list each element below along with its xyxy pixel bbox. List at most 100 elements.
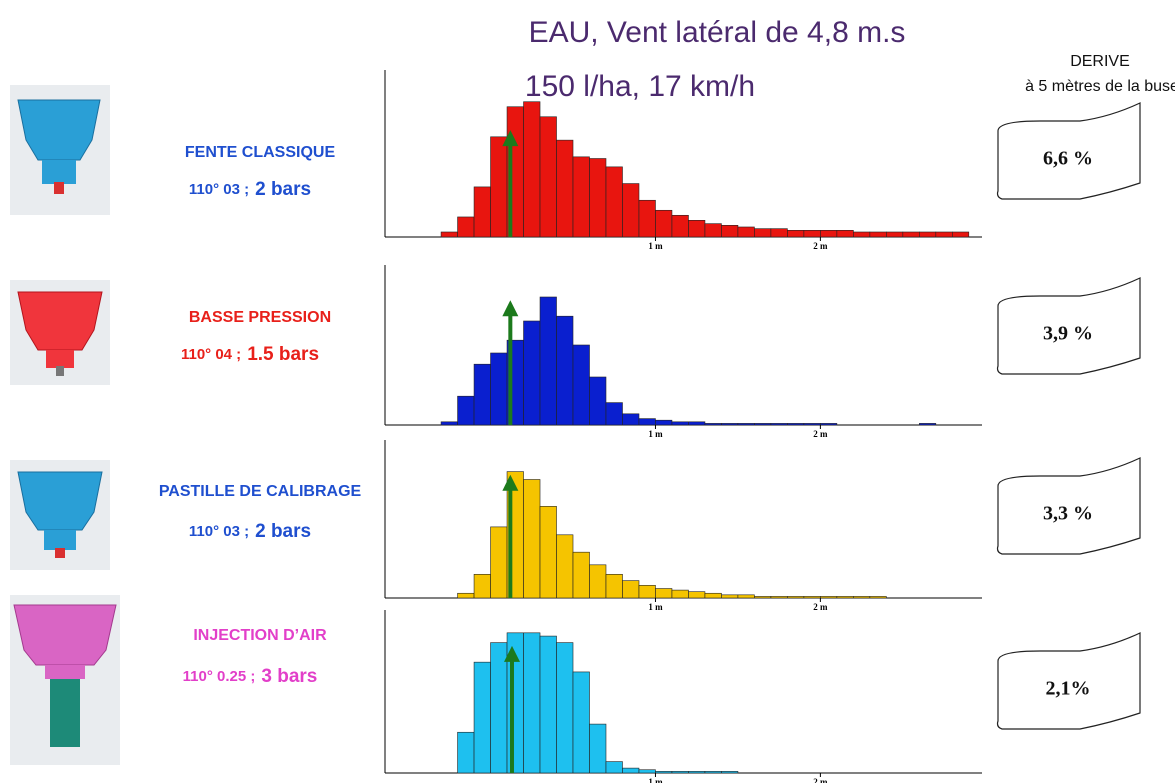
bar [523, 320, 541, 426]
bar [919, 423, 937, 426]
bar [457, 731, 475, 774]
bar [754, 423, 772, 426]
bar [886, 231, 904, 238]
bar [473, 573, 491, 599]
bar [622, 413, 640, 426]
bar [721, 423, 739, 426]
arrow-head [502, 300, 519, 317]
bar [820, 596, 838, 599]
bar [523, 101, 541, 238]
drift-scroll [996, 457, 1141, 555]
drift-value: 3,3 % [1043, 503, 1093, 525]
bar [671, 214, 689, 238]
bar [473, 186, 491, 238]
bar [754, 228, 772, 238]
spec: 110° 03 ; [189, 181, 249, 198]
bar [869, 596, 887, 599]
bar [688, 771, 706, 774]
bar [556, 534, 574, 599]
spec: 110° 04 ; [181, 346, 241, 363]
drift-header: à 5 mètres de la buse [1025, 78, 1175, 95]
bar [671, 589, 689, 599]
bar [473, 363, 491, 426]
x-tick-label: 2 m [813, 241, 828, 251]
bar [638, 769, 656, 774]
bar [539, 635, 557, 774]
bar [902, 231, 920, 238]
bar [770, 596, 788, 599]
bar [671, 771, 689, 774]
bar [770, 228, 788, 238]
x-tick-label: 2 m [813, 602, 828, 612]
nozzle-spec: 110° 04 ; 1.5 bars [181, 344, 319, 365]
bar [589, 158, 607, 238]
bar [919, 231, 937, 238]
bar [622, 183, 640, 238]
drift-scroll [996, 102, 1141, 200]
bar [440, 231, 458, 238]
bar [803, 230, 821, 238]
bar [605, 761, 623, 774]
bar [622, 767, 640, 774]
bar [704, 223, 722, 238]
bar [490, 136, 508, 238]
bar [655, 588, 673, 599]
bar [605, 166, 623, 238]
bar [638, 585, 656, 599]
bar [787, 230, 805, 238]
x-tick-label: 2 m [813, 777, 828, 783]
bar [704, 771, 722, 774]
nozzle-image [10, 280, 110, 385]
bar [539, 506, 557, 599]
bar [622, 580, 640, 599]
bar [721, 771, 739, 774]
bar [490, 526, 508, 599]
bar [490, 352, 508, 426]
bar [589, 376, 607, 426]
x-tick-label: 2 m [813, 429, 828, 439]
bar [638, 418, 656, 426]
bar [655, 419, 673, 426]
bar [523, 632, 541, 774]
bar [803, 596, 821, 599]
bar [671, 421, 689, 426]
spec: 110° 03 ; [189, 523, 249, 540]
drift-value: 2,1% [1046, 678, 1091, 700]
bar [539, 296, 557, 426]
nozzle-image [10, 595, 120, 765]
nozzle-spec: 110° 03 ; 2 bars [189, 521, 311, 542]
bar [704, 592, 722, 599]
bar [820, 423, 838, 426]
bar [523, 479, 541, 599]
bar [457, 395, 475, 426]
title: EAU, Vent latéral de 4,8 m.s [529, 16, 906, 49]
nozzle-image [10, 85, 110, 215]
bar [589, 564, 607, 599]
nozzle-name: INJECTION D’AIR [193, 627, 327, 644]
bar [556, 642, 574, 774]
nozzle-spec: 110° 0.25 ; 3 bars [183, 666, 318, 687]
bar [688, 591, 706, 599]
bar [572, 671, 590, 774]
subtitle: 150 l/ha, 17 km/h [525, 70, 755, 103]
bar [853, 596, 871, 599]
bar [787, 596, 805, 599]
bar [737, 423, 755, 426]
bar [721, 225, 739, 238]
bar [572, 156, 590, 238]
bar [556, 315, 574, 426]
nozzle-name: BASSE PRESSION [189, 309, 331, 326]
nozzle-spec: 110° 03 ; 2 bars [189, 179, 311, 200]
bar [457, 216, 475, 238]
bar [605, 402, 623, 426]
nozzle-image [10, 460, 110, 570]
pressure: 2 bars [255, 179, 311, 200]
bar [803, 423, 821, 426]
pressure: 1.5 bars [247, 344, 319, 365]
bar [869, 231, 887, 238]
bar [556, 139, 574, 238]
pressure: 2 bars [255, 521, 311, 542]
bar [836, 230, 854, 238]
x-tick-label: 1 m [648, 241, 663, 251]
bar [688, 421, 706, 426]
